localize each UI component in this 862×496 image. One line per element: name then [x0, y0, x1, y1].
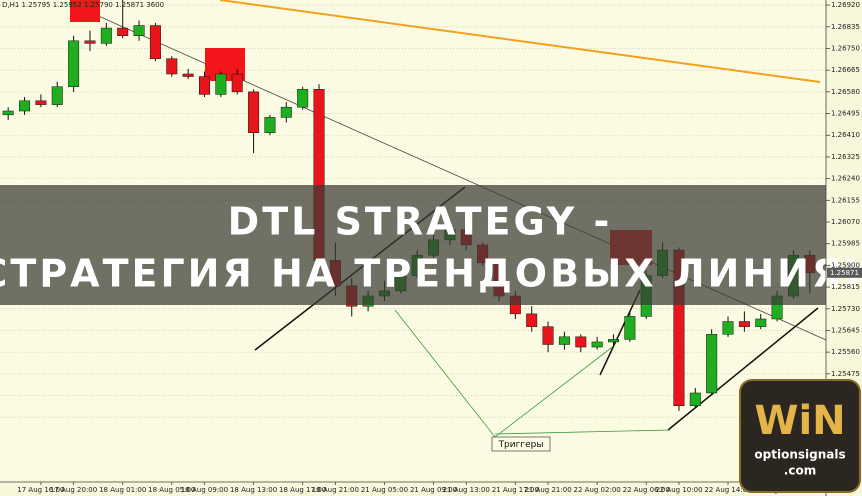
axes: 1.26920 1.26835 1.26750 1.26665 1.26580 1.264…	[17, 1, 862, 494]
candle-body	[100, 27, 112, 44]
candle-body	[68, 40, 80, 88]
x-tick-label: 22 Aug 06:00	[623, 486, 670, 494]
y-tick-label: 1.26750	[831, 44, 860, 52]
candle-body	[182, 73, 194, 77]
candle-body	[706, 334, 718, 394]
logo-text: optionsignals	[754, 448, 845, 462]
x-tick-label: 22 Aug 10:00	[655, 486, 702, 494]
logo-title: WiN	[754, 398, 845, 444]
x-tick-label: 18 Aug 05:00	[148, 486, 195, 494]
annotation-box	[491, 436, 551, 452]
x-tick-label: 22 Aug 02:00	[574, 486, 621, 494]
candle-body	[51, 86, 63, 105]
candle-body	[2, 110, 14, 116]
x-tick-label: 18 Aug 09:00	[181, 486, 228, 494]
logo-text: .com	[784, 464, 816, 478]
candle-body	[35, 100, 47, 105]
candle-body	[297, 89, 309, 108]
y-tick-label: 1.26325	[831, 153, 860, 161]
candle-body	[624, 316, 636, 340]
candle-body	[149, 25, 161, 59]
x-tick-label: 18 Aug 21:00	[312, 486, 359, 494]
x-tick-label: 21 Aug 13:00	[443, 486, 490, 494]
candle-body	[689, 392, 701, 406]
y-tick-label: 1.26920	[831, 1, 860, 9]
candle-body	[526, 313, 538, 327]
candle-body	[755, 318, 767, 327]
signal-box	[70, 0, 100, 22]
candle-body	[542, 326, 554, 345]
y-tick-label: 1.26495	[831, 110, 860, 118]
y-tick-label: 1.25560	[831, 348, 860, 356]
header: D,H1 1.25795 1.25952 1.25790 1.25871 360…	[2, 1, 164, 9]
candle-body	[722, 321, 734, 335]
trigger-line	[494, 429, 671, 435]
candle-body	[133, 25, 145, 36]
logo-background	[739, 379, 861, 493]
candle-body	[117, 27, 129, 36]
y-tick-label: 1.26835	[831, 23, 860, 31]
x-tick-label: 18 Aug 17:00	[279, 486, 326, 494]
candle-body	[264, 117, 276, 133]
candle-body	[199, 76, 210, 95]
x-tick-label: 18 Aug 01:00	[99, 486, 146, 494]
candle-body	[248, 91, 260, 133]
y-tick-label: 1.26240	[831, 175, 860, 183]
x-tick-label: 17 Aug 20:00	[50, 486, 97, 494]
banner-subtitle: СТРАТЕГИЯ НА ТРЕНДОВЫХ ЛИНИЯХ	[0, 252, 862, 296]
y-tick-label: 1.26155	[831, 196, 860, 204]
candle-body	[575, 336, 587, 348]
last-price-box	[827, 267, 862, 278]
y-tick-label: 1.26580	[831, 88, 860, 96]
y-tick-label: 1.26070	[831, 218, 860, 226]
x-tick-label: 21 Aug 17:00	[492, 486, 539, 494]
candle-body	[738, 321, 750, 327]
candle-body	[231, 73, 243, 93]
x-tick-label: 17 Aug 16:00	[17, 486, 64, 494]
candle-body	[558, 336, 570, 345]
last-price-label: 1.25871	[830, 269, 859, 277]
candle-body	[215, 73, 227, 95]
x-tick-label: 18 Aug 13:00	[230, 486, 277, 494]
candle-body	[591, 341, 603, 348]
y-tick-label: 1.25985	[831, 240, 860, 248]
banner	[0, 185, 826, 305]
moving-average	[219, 0, 821, 83]
y-tick-label: 1.25475	[831, 370, 860, 378]
y-tick-label: 1.26410	[831, 131, 860, 139]
annotation: Триггеры	[498, 440, 544, 450]
y-tick-label: 1.25730	[831, 305, 860, 313]
y-tick-label: 1.25815	[831, 283, 860, 291]
y-tick-label: 1.26665	[831, 66, 860, 74]
x-tick-label: 21 Aug 09:00	[410, 486, 457, 494]
banner-title: DTL STRATEGY -	[228, 200, 613, 244]
x-tick-label: 21 Aug 05:00	[361, 486, 408, 494]
candle-body	[19, 100, 31, 112]
x-tick-label: 21 Aug 21:00	[524, 486, 571, 494]
candle-body	[166, 58, 178, 75]
y-tick-label: 1.25900	[831, 261, 860, 269]
candle-body	[84, 40, 96, 44]
logo: WiN optionsignals .com	[739, 379, 861, 493]
trend-line	[667, 307, 819, 431]
y-tick-label: 1.25645	[831, 326, 860, 334]
x-tick-label: 22 Aug 14:00	[704, 486, 751, 494]
candle-body	[280, 106, 292, 118]
candle-body	[608, 339, 619, 343]
